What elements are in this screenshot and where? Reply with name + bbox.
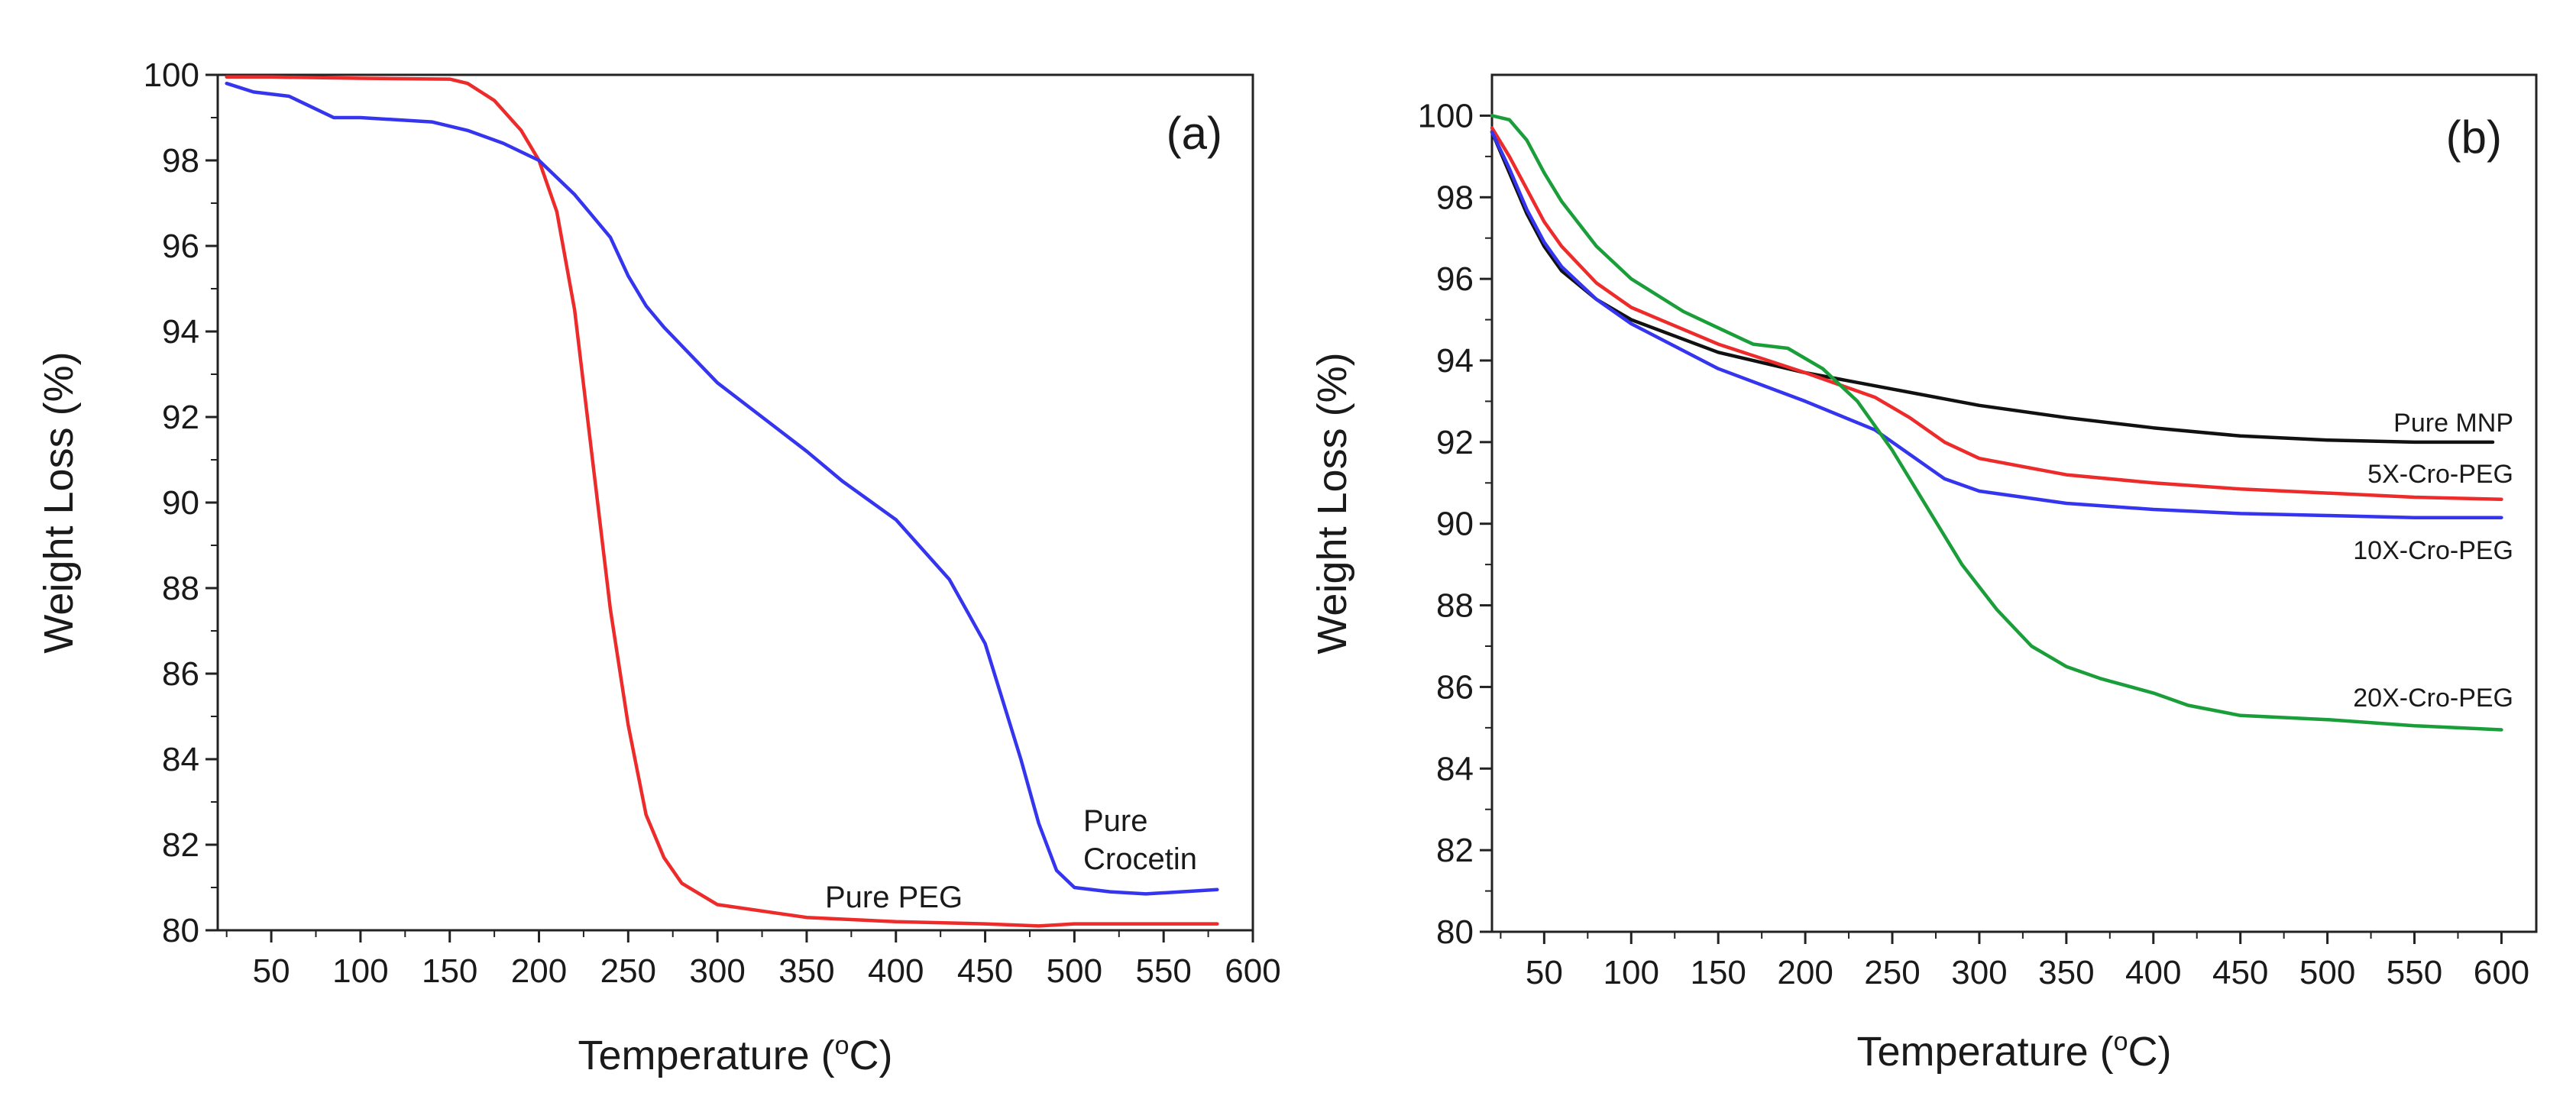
panel-a-y-axis-title: Weight Loss (%)	[36, 351, 82, 653]
panel-a-x-tick-label-200: 200	[511, 952, 567, 990]
panel-a-x-axis-title-unit: C)	[849, 1033, 893, 1078]
panel-b-x-axis-title: Temperature (oC)	[1856, 1027, 2171, 1075]
panel-b-x-tick-label-200: 200	[1777, 954, 1833, 991]
panel-a-x-tick-label-450: 450	[957, 952, 1013, 990]
panel-a-x-tick-label-400: 400	[868, 952, 924, 990]
panel-a-x-tick-label-100: 100	[332, 952, 388, 990]
panel-a-series-pure-crocetin-label: Pure Crocetin	[1083, 804, 1197, 876]
panel-b-series-pure-mnp-label: Pure MNP	[2393, 409, 2513, 438]
panel-b-y-tick-label-84: 84	[1436, 750, 1474, 787]
panel-a-series-label-line: Crocetin	[1083, 842, 1197, 876]
panel-b-y-tick-label-98: 98	[1436, 179, 1474, 216]
panel-b-x-tick-label-600: 600	[2474, 954, 2529, 991]
panel-a-series-label-line: Pure	[1083, 804, 1148, 838]
panel-b-x-tick-label-500: 500	[2299, 954, 2355, 991]
panel-b-chart: 80 82 84 86 88 90 92 94 96 98 100 50 100 150 200 250 300…	[1309, 73, 2538, 1075]
panel-a-y-tick-label-100: 100	[144, 57, 199, 94]
panel-b-series-20x-cro-peg-label: 20X-Cro-PEG	[2353, 684, 2513, 713]
panel-b-series-label-line: 10X-Cro-PEG	[2353, 536, 2513, 565]
panel-b-x-tick-label-100: 100	[1604, 954, 1659, 991]
panel-a-chart: 80 82 84 86 88 90 92 94 96 98 100 50 100 150 200 250 300…	[36, 57, 1281, 1078]
panel-a-series-pure-crocetin-line	[225, 81, 1219, 896]
panel-b-x-tick-label-50: 50	[1526, 954, 1563, 991]
panel-b-series-label-line: Pure MNP	[2393, 409, 2513, 438]
panel-a-x-axis-title: Temperature (oC)	[578, 1031, 892, 1078]
panel-a-x-axis-title-degree: o	[835, 1031, 849, 1060]
panel-a-x-axis-title-main: Temperature (	[578, 1033, 834, 1078]
panel-a-x-tick-label-500: 500	[1047, 952, 1102, 990]
panel-a-y-tick-label-82: 82	[162, 826, 199, 864]
panel-b-y-tick-label-88: 88	[1436, 587, 1474, 625]
panel-a-y-tick-label-86: 86	[162, 655, 199, 693]
panel-a-x-tick-label-350: 350	[778, 952, 834, 990]
panel-b-x-axis-title-degree: o	[2114, 1027, 2128, 1056]
panel-b-series-10x-cro-peg-label: 10X-Cro-PEG	[2353, 536, 2513, 565]
panel-b-panel-tag: (b)	[2446, 112, 2502, 163]
panel-a-series-label-line: Pure PEG	[825, 881, 963, 914]
panel-b-y-tick-label-80: 80	[1436, 913, 1474, 951]
panel-a-y-tick-label-98: 98	[162, 142, 199, 179]
panel-a-x-tick-label-600: 600	[1225, 952, 1280, 990]
panel-b-y-tick-label-94: 94	[1436, 342, 1474, 380]
panel-a-y-tick-label-92: 92	[162, 399, 199, 436]
panel-b-x-axis-title-main: Temperature (	[1856, 1029, 2113, 1075]
panel-a-x-tick-label-250: 250	[600, 952, 656, 990]
panel-a-x-tick-label-150: 150	[422, 952, 477, 990]
panel-b-x-axis-title-unit: C)	[2128, 1029, 2172, 1075]
panel-b-x-tick-label-550: 550	[2387, 954, 2442, 991]
panel-a-y-tick-label-80: 80	[162, 912, 199, 949]
panel-b-plot-frame	[1490, 73, 2538, 933]
panel-a-y-tick-label-94: 94	[162, 313, 199, 351]
panel-a-y-tick-label-96: 96	[162, 228, 199, 265]
panel-b-y-tick-label-96: 96	[1436, 260, 1474, 298]
panel-b-x-tick-label-250: 250	[1864, 954, 1920, 991]
panel-b-y-tick-label-82: 82	[1436, 832, 1474, 869]
panel-a-series-pure-peg-line	[225, 75, 1219, 928]
panel-a-series-pure-peg-label: Pure PEG	[825, 881, 963, 914]
panel-a-x-tick-label-300: 300	[689, 952, 745, 990]
panel-b-x-tick-label-450: 450	[2212, 954, 2268, 991]
panel-b-series-5x-cro-peg-label: 5X-Cro-PEG	[2367, 460, 2513, 489]
panel-b-x-tick-label-300: 300	[1951, 954, 2007, 991]
panel-b-y-tick-label-92: 92	[1436, 424, 1474, 461]
panel-a-x-tick-label-50: 50	[253, 952, 290, 990]
panel-b-series-label-line: 5X-Cro-PEG	[2367, 460, 2513, 489]
panel-b-y-tick-label-100: 100	[1418, 97, 1474, 134]
panel-b-series-10x-cro-peg-line	[1490, 130, 2503, 519]
panel-a-y-tick-label-84: 84	[162, 741, 199, 778]
panel-b-y-tick-label-90: 90	[1436, 506, 1474, 543]
panel-b-series-label-line: 20X-Cro-PEG	[2353, 684, 2513, 713]
panel-b-x-tick-label-350: 350	[2038, 954, 2094, 991]
panel-b-x-tick-label-400: 400	[2125, 954, 2181, 991]
panel-b-series-20x-cro-peg-line	[1490, 114, 2503, 732]
panel-a-y-tick-label-88: 88	[162, 570, 199, 607]
panel-b-y-tick-label-86: 86	[1436, 668, 1474, 706]
panel-a-y-tick-label-90: 90	[162, 484, 199, 522]
panel-a-panel-tag: (a)	[1167, 108, 1222, 159]
panel-a-x-tick-label-550: 550	[1135, 952, 1191, 990]
panel-b-y-axis-title: Weight Loss (%)	[1309, 352, 1355, 654]
panel-b-series-5x-cro-peg-line	[1490, 126, 2503, 501]
panel-b-x-tick-label-150: 150	[1690, 954, 1746, 991]
